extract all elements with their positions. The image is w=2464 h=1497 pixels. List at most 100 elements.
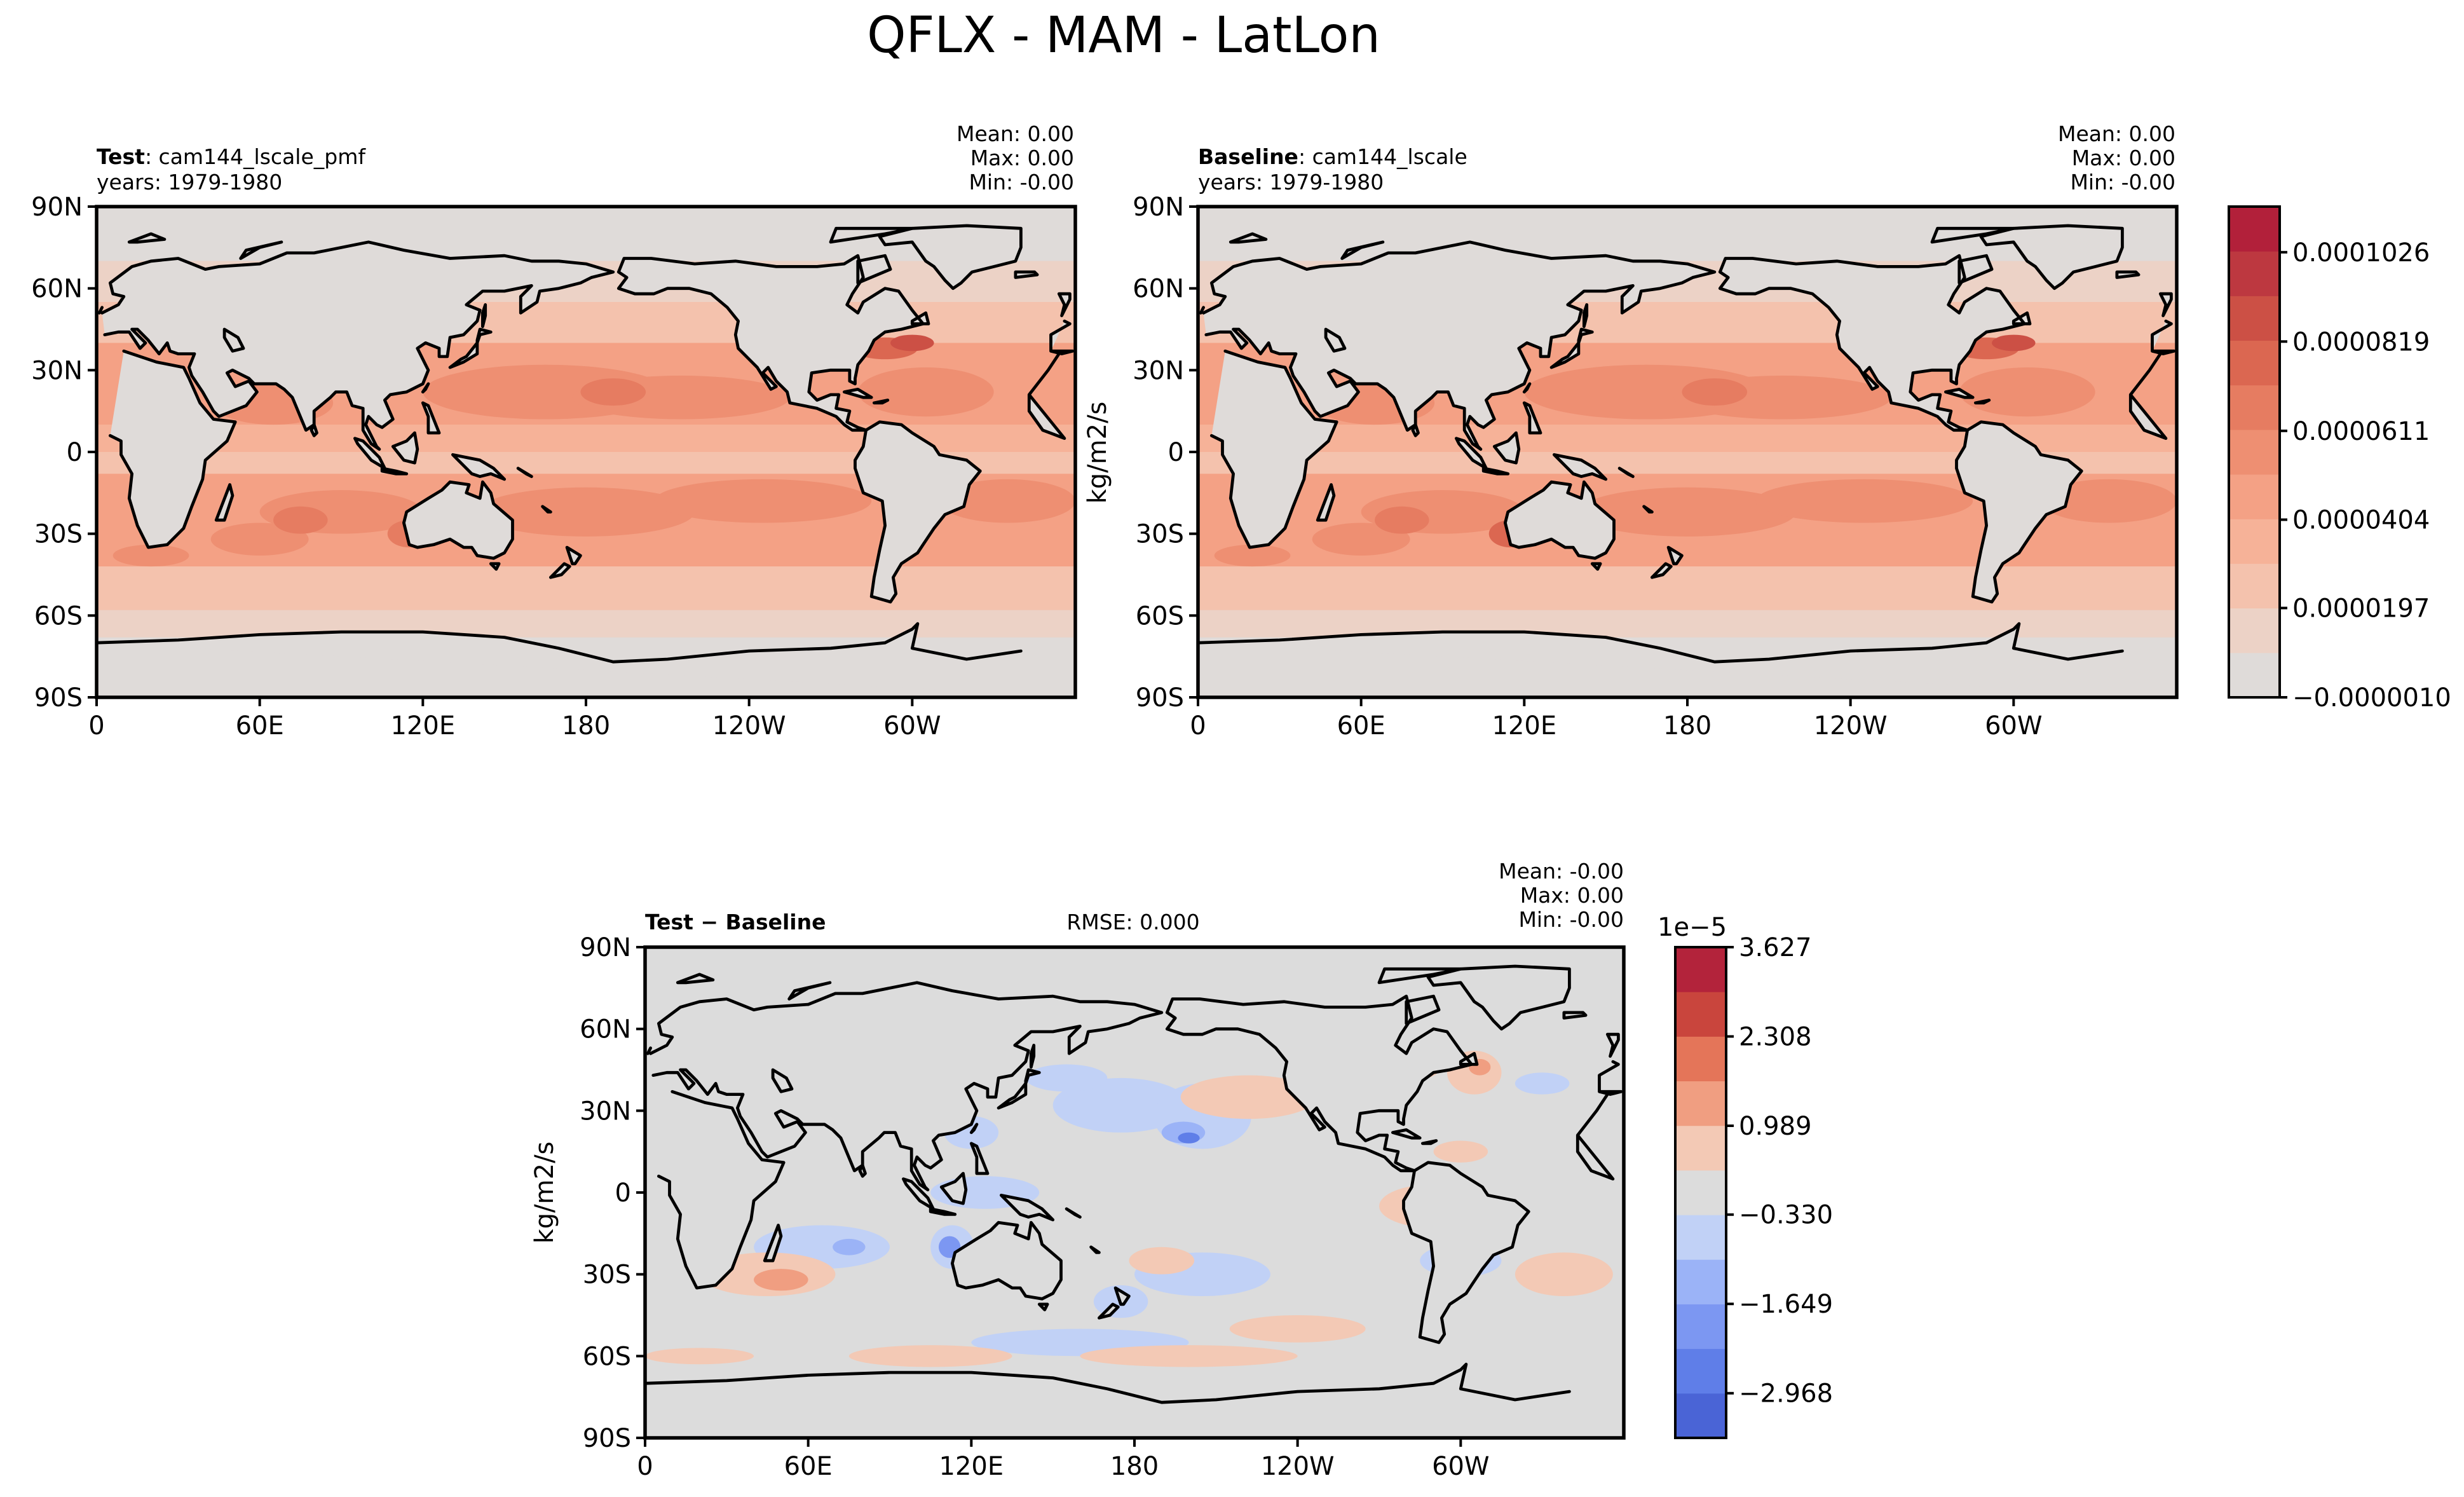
coastline-africa [657,1090,1615,1290]
coastline-novaya [787,981,832,1001]
lon-tick-label: 180 [562,711,610,741]
zonal-band [97,566,1075,610]
anomaly-patch [1229,1315,1366,1343]
lon-tick-label: 60W [1985,711,2042,741]
land-northAmerica [1720,256,2025,430]
lat-tick-label: 90S [583,1424,631,1453]
land-sumatra [903,1179,934,1209]
anomaly-patch [754,1269,808,1291]
coastline-nzSouth [549,562,571,579]
coastline-antarctica [97,622,1023,664]
coastline-madagascar [1316,483,1336,522]
anomaly-patch [848,1345,1012,1367]
coastline-madagascar [214,483,235,522]
lat-tick-label: 90N [31,193,83,222]
coastline-southAmerica [1402,1161,1530,1344]
coastline-sriLanka [858,1163,867,1178]
panel-baseline-label-bold: Baseline [1198,144,1298,169]
coastline-ellesmere [829,226,914,244]
colorbar-segment [2229,296,2280,341]
coastline-nzNorth [565,545,582,566]
colorbar-tick-label: 0.0000611 [2292,417,2430,446]
anomaly-patch [1180,1075,1317,1119]
lat-tick-label: 90S [1136,683,1184,713]
anomaly-patch [1080,1345,1298,1367]
flux-maximum [2041,479,2177,523]
flux-maximum [273,506,328,534]
lon-tick-label: 60W [1432,1452,1489,1481]
coastline-borneo [391,431,419,465]
panel-diff-label: Test − Baseline [645,910,826,934]
coastline-tasmania [489,562,501,571]
coastline-eurasia [649,981,1623,1192]
colorbar-segment [1675,1170,1726,1215]
lon-tick-label: 120W [1261,1452,1335,1481]
panel-test-label: Test: cam144_lscale_pmf [97,144,366,169]
panel-diff-rmse: RMSE: 0.000 [1066,910,1199,934]
lat-tick-label: 30S [583,1261,631,1290]
lon-tick-label: 60E [1337,711,1385,741]
map-baseline [1198,207,2177,697]
colorbar-tick-label: −2.968 [1739,1379,1833,1409]
coastline-nzSouth [1651,562,1673,579]
colorbar-segment [1675,1125,1726,1171]
flux-maximum [653,479,872,523]
lat-tick-label: 30S [34,520,83,549]
panel-diff-units: kg/m2/s [530,1142,559,1244]
coastline-taiwan [969,1123,979,1134]
flux-maximum [1755,479,1973,523]
coastline-newCaledonia [1642,505,1654,514]
coastline-cuba [1944,388,1975,399]
lat-tick-label: 60N [580,1015,631,1044]
coastline-japan [448,327,493,369]
coastline-newGuinea [1553,453,1608,481]
lat-tick-label: 60S [34,601,83,631]
lat-tick-label: 0 [67,438,83,467]
panel-baseline-years: years: 1979-1980 [1198,170,1384,195]
coastline-hispaniola [1421,1139,1438,1145]
flux-maximum [1992,334,2036,352]
coastline-svalbard [1229,232,1268,244]
colorbar-segment [1675,1348,1726,1394]
lat-tick-label: 30N [31,356,83,385]
lat-tick-label: 90N [1133,193,1184,222]
flux-maximum [939,479,1075,523]
flux-maximum [112,544,189,567]
coastline-australia [402,480,514,560]
panel-baseline-max: Max: 0.00 [2072,146,2175,170]
zonal-band [1198,566,2177,610]
coastline-newGuinea [451,453,507,481]
land-greenland [880,226,1021,289]
land-antarctica [1198,624,2177,697]
coastline-newfoundland [2011,311,2032,325]
colorbar-segment [1675,947,1726,992]
coastline-eurasia [100,240,1075,451]
zonal-band [1198,610,2177,638]
colorbar-tick-label: 0.0000819 [2292,327,2430,357]
colorbar-segment [2229,563,2280,609]
panel-test-min: Min: -0.00 [969,170,1074,195]
lat-tick-label: 60S [583,1342,631,1371]
coastline-nzSouth [1098,1302,1120,1320]
colorbar-segment [1675,1259,1726,1304]
coastline-caspian [1324,327,1347,353]
coastline-australia [951,1220,1063,1301]
map-test [97,207,1075,697]
land-greenland [1981,226,2123,289]
panel-diff-mean: Mean: -0.00 [1499,859,1624,884]
lon-tick-label: 0 [637,1452,653,1481]
anomaly-patch [1514,1072,1570,1095]
panel-test-label-bold: Test [97,144,145,169]
colorbar-segment [1675,1036,1726,1082]
land-eurasia [650,982,1621,1190]
coastline-philippines [969,1142,990,1175]
colorbar-tick-label: −0.330 [1739,1201,1833,1230]
colorbar-segment [2229,474,2280,519]
coastline-southAmerica [854,420,982,604]
panel-baseline-mean: Mean: 0.00 [2058,121,2175,146]
colorbar-tick-label: 2.308 [1739,1023,1812,1052]
coastline-tasmania [1590,562,1602,571]
